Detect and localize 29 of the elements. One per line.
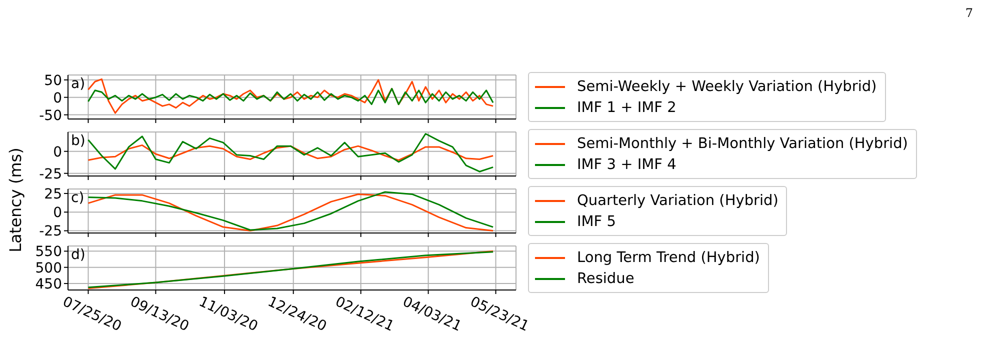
legend-label: Long Term Trend (Hybrid)	[577, 250, 760, 266]
y-tick-label: 0	[53, 205, 62, 222]
y-tick-label: 0	[53, 90, 62, 106]
annotation: d)	[71, 246, 86, 264]
y-tick-label: 50	[44, 72, 62, 89]
legend-label: Residue	[577, 270, 634, 286]
legend-label: IMF 1 + IMF 2	[577, 100, 676, 116]
annotation: a)	[71, 75, 86, 93]
y-tick-label: 25	[44, 186, 62, 202]
legend-label: IMF 5	[577, 214, 616, 230]
line-series	[87, 88, 494, 106]
y-axis-title: Latency (ms)	[6, 146, 26, 254]
legend-label: Quarterly Variation (Hybrid)	[577, 192, 778, 208]
legend-label: IMF 3 + IMF 4	[577, 156, 676, 172]
text: 7	[965, 6, 973, 20]
line-series	[87, 133, 494, 172]
annotation: b)	[71, 132, 86, 150]
annotation: c)	[71, 189, 84, 207]
y-tick-label: -25	[39, 166, 62, 182]
legend-label: Semi-Monthly + Bi-Monthly Variation (Hybrid)	[577, 136, 908, 152]
y-tick-label: 550	[35, 244, 62, 260]
line-series	[87, 144, 494, 161]
y-tick-label: -50	[39, 108, 62, 124]
y-tick-label: 450	[35, 276, 62, 292]
line-series	[87, 78, 494, 114]
legend-label: Semi-Weekly + Weekly Variation (Hybrid)	[577, 78, 877, 94]
y-tick-label: 500	[35, 260, 62, 276]
y-tick-label: 0	[53, 144, 62, 160]
y-tick-label: -25	[39, 224, 62, 240]
